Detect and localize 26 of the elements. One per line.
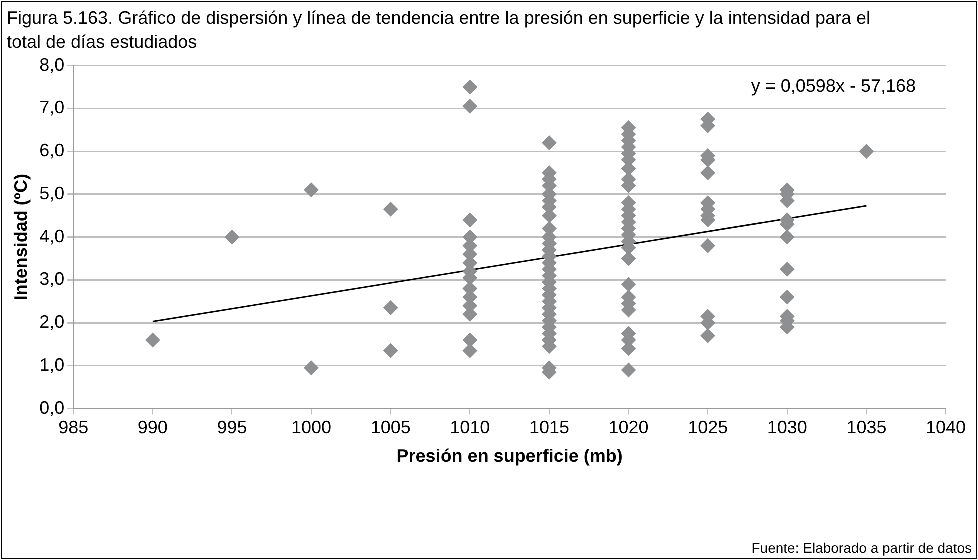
y-tick-label: 3,0	[40, 269, 65, 290]
y-tick-label: 6,0	[40, 140, 65, 161]
annotation: y = 0,0598x - 57,168	[751, 76, 916, 96]
x-tick-label: 1000	[292, 418, 332, 438]
y-tick-label: 8,0	[40, 54, 65, 75]
y-tick-label: 2,0	[40, 312, 65, 332]
x-tick-label: 1035	[846, 418, 887, 438]
y-tick-label: 0,0	[40, 398, 65, 418]
x-tick-label: 1010	[450, 418, 490, 438]
x-tick-label: 985	[58, 418, 89, 438]
x-tick-label: 1005	[370, 418, 411, 438]
x-tick-label: 1015	[529, 418, 570, 438]
x-tick-label: 990	[138, 418, 168, 438]
x-axis-title: Presión en superficie (mb)	[396, 446, 623, 466]
y-tick-label: 5,0	[40, 183, 65, 204]
x-tick-label: 1025	[688, 418, 728, 438]
x-tick-label: 1030	[767, 418, 808, 438]
chart-title: Figura 5.163. Gráfico de dispersión y línea de tendencia entre la presión en superficie y la intensidad para el total de días estudiados	[7, 7, 872, 54]
x-tick-label: 1040	[926, 418, 966, 438]
x-tick-label: 1020	[608, 418, 649, 438]
y-tick-label: 4,0	[40, 226, 65, 246]
x-tick-label: 995	[217, 418, 248, 438]
y-tick-label: 1,0	[40, 354, 65, 375]
y-axis-title: Intensidad (ºC)	[10, 174, 31, 301]
source-note: Fuente: Elaborado a partir de datos	[752, 540, 972, 556]
y-tick-label: 7,0	[40, 98, 65, 118]
